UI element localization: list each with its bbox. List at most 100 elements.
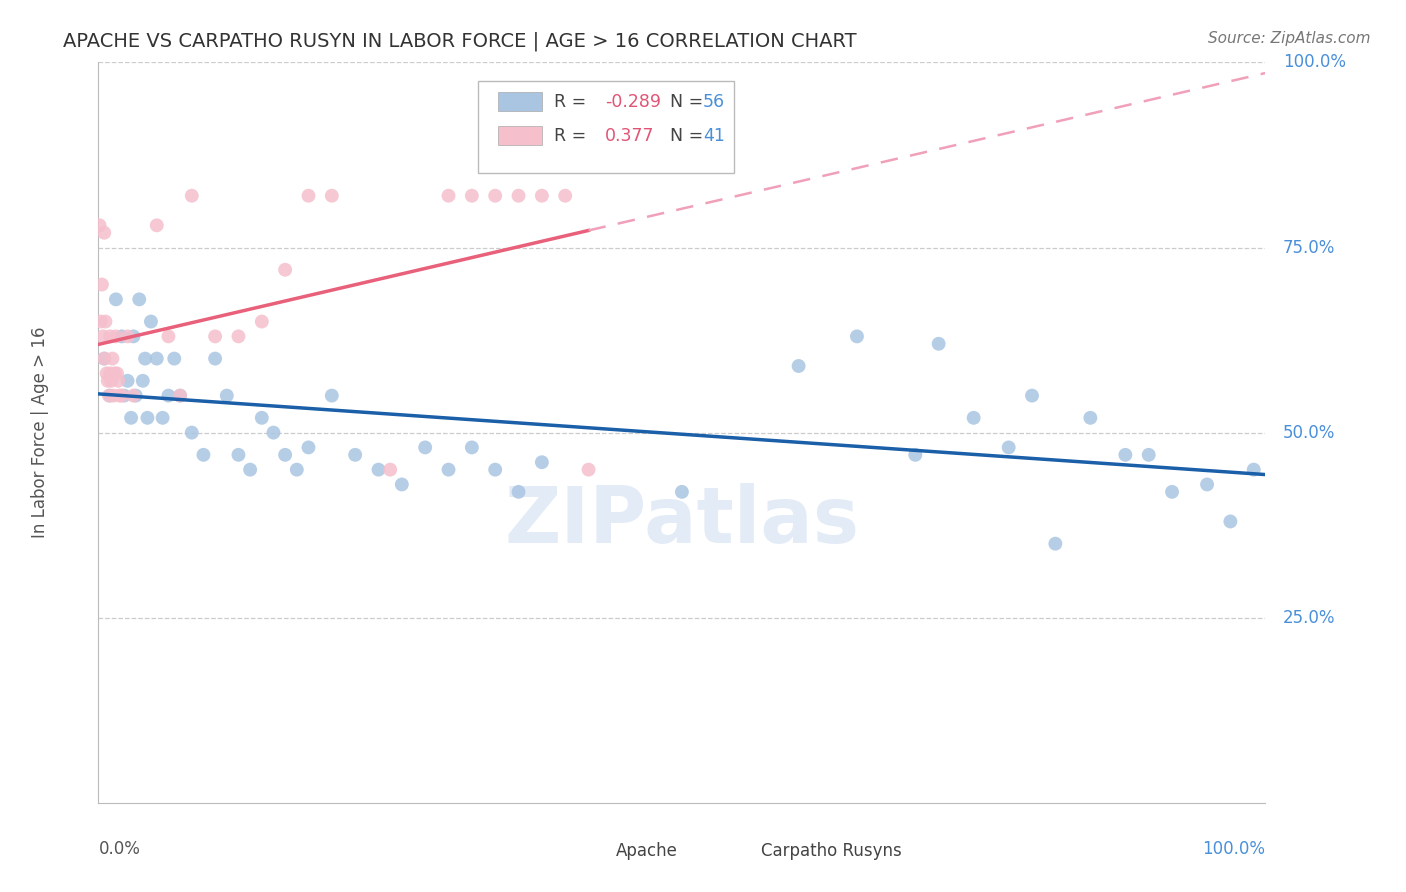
Point: [554, 188, 576, 202]
Bar: [498, 92, 541, 112]
Text: Apache: Apache: [616, 842, 678, 860]
Point: [508, 484, 530, 499]
Point: [997, 441, 1019, 455]
Point: [98, 388, 121, 402]
Text: 50.0%: 50.0%: [1282, 424, 1336, 442]
Point: [671, 484, 693, 499]
Point: [484, 188, 506, 202]
Point: [1197, 477, 1219, 491]
Point: [146, 351, 169, 366]
Text: 0.0%: 0.0%: [98, 840, 141, 858]
Point: [94, 314, 117, 328]
Point: [136, 410, 159, 425]
Point: [193, 448, 215, 462]
Point: [169, 388, 191, 402]
Point: [105, 367, 128, 381]
Text: 75.0%: 75.0%: [1282, 238, 1336, 257]
Point: [285, 462, 308, 476]
Point: [461, 188, 484, 202]
Point: [107, 374, 129, 388]
Point: [104, 367, 127, 381]
Point: [122, 329, 145, 343]
Point: [1219, 515, 1241, 529]
Point: [157, 329, 180, 343]
Point: [344, 448, 367, 462]
Text: -0.289: -0.289: [605, 93, 661, 111]
Point: [250, 410, 273, 425]
Point: [100, 374, 122, 388]
Point: [93, 226, 115, 240]
FancyBboxPatch shape: [478, 81, 734, 173]
Point: [297, 441, 319, 455]
Point: [180, 425, 202, 440]
Point: [163, 351, 186, 366]
Point: [962, 410, 984, 425]
Point: [108, 388, 131, 402]
Point: [152, 410, 174, 425]
Point: [228, 448, 250, 462]
Text: Source: ZipAtlas.com: Source: ZipAtlas.com: [1208, 31, 1371, 46]
Point: [578, 462, 600, 476]
Point: [508, 188, 530, 202]
Point: [204, 329, 226, 343]
Point: [274, 448, 297, 462]
Point: [93, 351, 115, 366]
Point: [1243, 462, 1265, 476]
Point: [91, 329, 114, 343]
Text: N =: N =: [658, 127, 709, 145]
Text: 0.377: 0.377: [605, 127, 654, 145]
Point: [928, 336, 950, 351]
Point: [97, 374, 120, 388]
Point: [1080, 410, 1102, 425]
Point: [297, 188, 319, 202]
Bar: [723, 844, 755, 860]
Point: [89, 219, 111, 233]
Text: In Labor Force | Age > 16: In Labor Force | Age > 16: [31, 326, 49, 539]
Point: [274, 262, 297, 277]
Point: [461, 441, 484, 455]
Point: [1161, 484, 1184, 499]
Point: [846, 329, 869, 343]
Text: R =: R =: [554, 93, 592, 111]
Text: 41: 41: [703, 127, 724, 145]
Point: [437, 462, 460, 476]
Text: 100.0%: 100.0%: [1282, 54, 1346, 71]
Point: [139, 314, 162, 328]
Text: ZIPatlas: ZIPatlas: [505, 483, 859, 559]
Point: [228, 329, 250, 343]
Point: [98, 367, 121, 381]
Point: [120, 410, 142, 425]
Text: 100.0%: 100.0%: [1202, 840, 1265, 858]
Text: 56: 56: [703, 93, 725, 111]
Point: [104, 293, 127, 307]
Bar: [576, 844, 610, 860]
Point: [180, 188, 202, 202]
Point: [413, 441, 436, 455]
Point: [134, 351, 156, 366]
Point: [1137, 448, 1160, 462]
Point: [157, 388, 180, 402]
Point: [367, 462, 389, 476]
Point: [484, 462, 506, 476]
Point: [90, 314, 112, 328]
Point: [98, 329, 121, 343]
Text: APACHE VS CARPATHO RUSYN IN LABOR FORCE | AGE > 16 CORRELATION CHART: APACHE VS CARPATHO RUSYN IN LABOR FORCE …: [63, 31, 856, 51]
Point: [204, 351, 226, 366]
Point: [321, 188, 343, 202]
Point: [111, 388, 134, 402]
Point: [250, 314, 273, 328]
Point: [125, 388, 148, 402]
Point: [262, 425, 284, 440]
Point: [132, 374, 155, 388]
Text: N =: N =: [658, 93, 709, 111]
Point: [104, 329, 127, 343]
Point: [112, 388, 135, 402]
Point: [321, 388, 343, 402]
Point: [437, 188, 460, 202]
Point: [787, 359, 810, 373]
Point: [117, 329, 139, 343]
Text: 25.0%: 25.0%: [1282, 608, 1336, 627]
Point: [97, 388, 120, 402]
Point: [391, 477, 413, 491]
Point: [1021, 388, 1043, 402]
